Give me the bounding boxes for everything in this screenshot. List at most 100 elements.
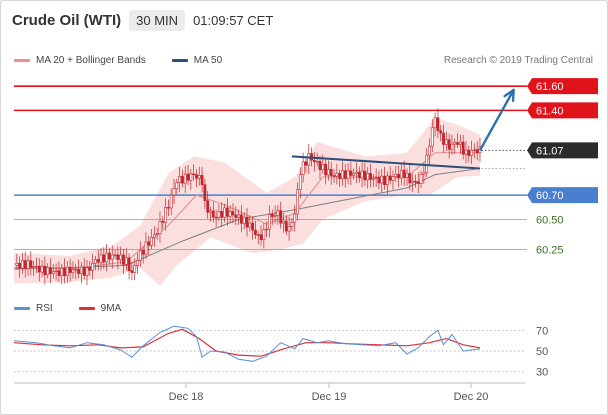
candle-body [447,139,451,150]
candle-body [458,141,462,145]
candle-body [287,225,291,232]
candle-body [68,266,72,273]
candle-body [324,163,328,176]
candle-body [284,220,288,232]
candle-body [214,216,218,219]
candle-body [133,265,137,273]
candle-body [74,269,78,271]
forecast-arrow-head [503,88,515,102]
level-lines [14,85,527,251]
rsi-tick-30: 30 [536,367,548,379]
candle-body [197,175,201,179]
candle-body [195,174,198,179]
candle-body [29,260,33,268]
candle-body [82,266,86,276]
candle-body [360,170,364,179]
candle-body [444,139,448,145]
candle-body [65,266,69,276]
candle-body [35,265,38,268]
candle-body [254,229,257,235]
rsi-ma-legend-label: 9MA [100,303,122,314]
time-tick-label: Dec 19 [312,391,347,403]
candle-body [341,170,344,179]
time-tick-label: Dec 20 [454,391,489,403]
candle-body [475,149,479,154]
candle-body [248,222,252,228]
level-tag-60.70 [527,187,598,204]
rsi-legend-label: RSI [36,303,53,314]
candle-body [113,254,117,256]
candle-body [391,176,395,181]
candle-body [270,214,274,217]
candle-body [442,132,445,145]
candle-body [186,173,190,181]
candle-body [464,149,468,155]
candle-body [79,266,83,274]
candle-body [152,234,156,238]
candle-body [276,210,280,216]
candle-body [411,180,415,184]
candle-body [470,150,473,156]
candle-body [150,236,153,246]
candle-body [430,127,434,147]
rsi-panel: 70 50 30 [13,325,548,379]
instrument-title: Crude Oil (WTI) [12,11,122,29]
candle-body [290,221,294,227]
candle-body [408,173,412,184]
candle-body [312,159,316,163]
candle-body [119,254,123,260]
candle-body [428,145,431,156]
candle-body [96,259,100,263]
candle-body [453,142,457,145]
candle-body [436,117,440,131]
level-tag-61.07 [527,142,598,159]
candle-body [315,161,319,163]
candle-body [402,169,406,178]
candle-body [357,171,361,179]
candle-body [383,175,386,186]
candle-body [209,210,212,213]
candle-body [91,263,95,271]
candle-body [422,172,426,175]
candle-body [88,267,92,271]
candle-body [136,260,139,266]
candle-body [130,270,134,273]
candle-body [200,175,204,186]
candle-body [256,234,260,236]
candle-body [43,265,47,276]
candle-body [211,210,215,218]
rsi-legend: RSI 9MA [14,303,121,314]
candle-body [158,221,162,234]
candle-body [234,214,238,218]
candle-body [169,194,173,209]
candle-body [433,117,437,129]
candle-body [18,263,22,269]
candle-body [77,269,80,274]
candle-body [239,214,243,224]
timeframe-badge[interactable]: 30 MIN [129,9,186,31]
candle-body [122,254,125,265]
candle-body [385,175,389,186]
level-label-61.07: 61.07 [536,145,564,157]
candle-body [343,170,347,179]
candle-body [237,214,240,218]
candle-body [206,200,210,213]
candle-body [223,207,226,218]
candle-body [155,233,159,236]
forecast-arrow-shaft [478,89,515,151]
candle-body [329,169,333,176]
candle-body [397,173,400,179]
candle-body [15,263,19,266]
candle-body [32,266,36,268]
bollinger-bands [14,117,480,286]
candle-body [259,234,263,240]
level-label-61.40: 61.40 [536,105,564,117]
candle-body [419,173,423,184]
candle-body [352,173,356,176]
candle-body [245,216,249,228]
candle-body [242,216,246,224]
candle-body [377,177,381,184]
level-label-60.50: 60.50 [536,214,564,226]
trend-annotations [291,88,515,170]
candle-body [172,188,176,196]
